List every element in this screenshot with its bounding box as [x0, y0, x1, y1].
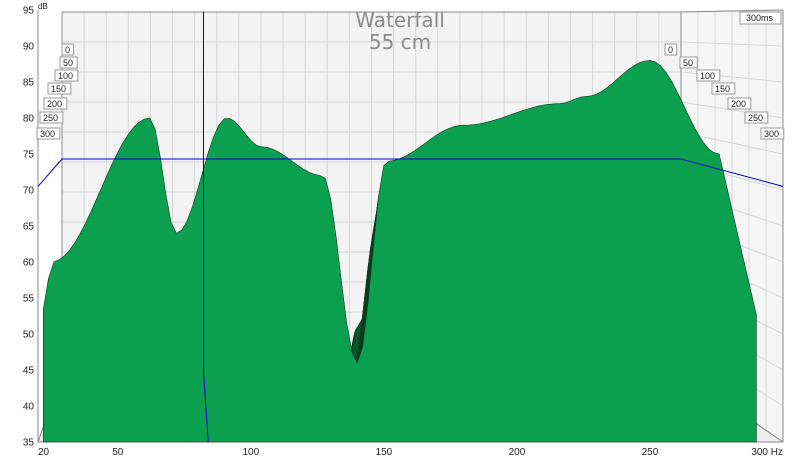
x-tick-label: 250 [642, 447, 659, 458]
y-tick-label: 55 [23, 294, 35, 305]
time-slice-label: 50 [683, 58, 693, 68]
time-slice-label-box [61, 43, 75, 56]
time-slice-label-box [727, 97, 752, 110]
time-axis-label-box [739, 11, 782, 25]
time-slice-label: 150 [51, 84, 66, 94]
time-slice-label-box [744, 111, 769, 124]
y-tick-label: 60 [23, 258, 35, 269]
time-slice-label: 200 [47, 99, 62, 109]
cursor-lines [37, 12, 784, 443]
y-tick-label: 90 [23, 42, 35, 53]
y-tick-label: 85 [23, 78, 35, 89]
x-tick-label: 150 [376, 447, 393, 458]
time-slice-label: 200 [731, 99, 746, 109]
time-slice-label-box [679, 56, 698, 69]
y-tick-label: 40 [23, 402, 35, 413]
cursor-floor-line [202, 371, 209, 443]
time-slice-label-box [760, 127, 785, 140]
y-tick-label: 45 [23, 366, 35, 377]
chart-subtitle: 55 cm [369, 30, 431, 54]
time-slice-label: 150 [715, 84, 730, 94]
time-slice-label: 100 [700, 71, 715, 81]
time-slice-label-box [47, 82, 72, 95]
waterfall-slice [43, 60, 757, 443]
time-slice-label: 300 [40, 129, 55, 139]
cursor-level-line [37, 158, 784, 187]
y-tick-label: 95 [23, 6, 35, 17]
y-axis-unit: dB [38, 2, 48, 11]
x-tick-label: 200 [509, 447, 526, 458]
time-slice-label: 250 [748, 113, 763, 123]
y-tick-label: 75 [23, 150, 35, 161]
time-slice-label-box [39, 111, 64, 124]
time-slice-label: 100 [58, 71, 73, 81]
y-tick-label: 65 [23, 222, 35, 233]
x-tick-label: 100 [243, 447, 260, 458]
time-axis-label: 300ms [746, 13, 774, 23]
waterfall-surface [43, 60, 757, 443]
y-tick-label: 80 [23, 114, 35, 125]
x-tick-label: 50 [112, 447, 124, 458]
x-tick-label: 20 [38, 447, 50, 458]
time-slice-label: 300 [764, 129, 779, 139]
time-slice-label: 250 [43, 113, 58, 123]
time-slice-label-box [711, 82, 736, 95]
chart-title: Waterfall [355, 8, 445, 32]
y-tick-label: 50 [23, 330, 35, 341]
time-slice-label-box [43, 97, 68, 110]
time-slice-label: 0 [65, 45, 70, 55]
time-slice-label: 0 [668, 45, 673, 55]
y-tick-label: 35 [23, 438, 35, 449]
time-slice-label-box [59, 56, 78, 69]
time-slice-label-box [36, 127, 61, 140]
time-slice-label-box [664, 43, 678, 56]
frame-edge [680, 9, 784, 13]
time-slice-label: 50 [63, 58, 73, 68]
y-tick-label: 70 [23, 186, 35, 197]
time-slice-label-box [54, 69, 79, 82]
x-tick-label: 300 Hz [751, 447, 783, 458]
time-slice-label-box [696, 69, 721, 82]
